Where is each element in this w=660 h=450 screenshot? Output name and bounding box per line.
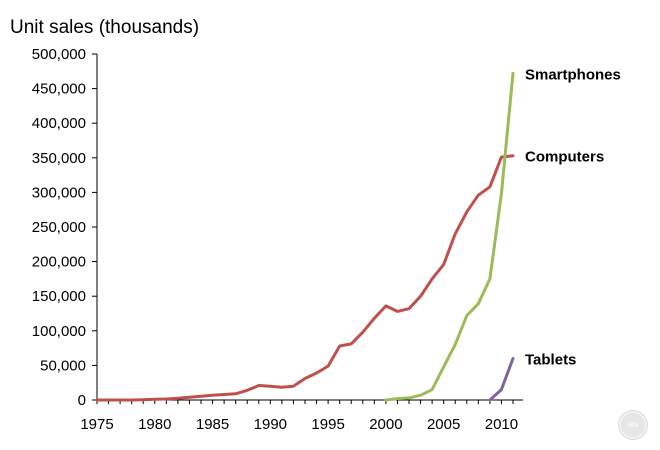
y-tick-label: 350,000 bbox=[32, 150, 86, 167]
y-tick-label: 400,000 bbox=[32, 115, 86, 132]
x-tick-label: 2005 bbox=[427, 416, 460, 433]
series-label-computers: Computers bbox=[525, 149, 604, 166]
y-tick-label: 250,000 bbox=[32, 219, 86, 236]
y-tick-label: 500,000 bbox=[32, 46, 86, 63]
x-tick-label: 1975 bbox=[80, 416, 113, 433]
y-tick-label: 0 bbox=[78, 392, 86, 409]
chart-title: Unit sales (thousands) bbox=[10, 17, 200, 38]
series-label-tablets: Tablets bbox=[525, 351, 576, 368]
series-label-smartphones: Smartphones bbox=[525, 66, 621, 83]
y-tick-label: 450,000 bbox=[32, 81, 86, 98]
y-tick-label: 100,000 bbox=[32, 323, 86, 340]
x-tick-label: 1980 bbox=[138, 416, 171, 433]
x-tick-label: 1995 bbox=[311, 416, 344, 433]
y-tick-label: 150,000 bbox=[32, 288, 86, 305]
y-tick-label: 300,000 bbox=[32, 184, 86, 201]
y-tick-label: 50,000 bbox=[40, 357, 86, 374]
x-tick-label: 2000 bbox=[369, 416, 402, 433]
series-line-smartphones bbox=[384, 71, 515, 402]
series-line-computers bbox=[95, 154, 515, 402]
x-tick-label: 1985 bbox=[196, 416, 229, 433]
y-tick-label: 200,000 bbox=[32, 254, 86, 271]
x-tick-label: 2010 bbox=[485, 416, 518, 433]
x-tick-label: 1990 bbox=[254, 416, 287, 433]
series-line-tablets bbox=[488, 357, 515, 402]
ars-logo-watermark: ars bbox=[619, 411, 647, 439]
